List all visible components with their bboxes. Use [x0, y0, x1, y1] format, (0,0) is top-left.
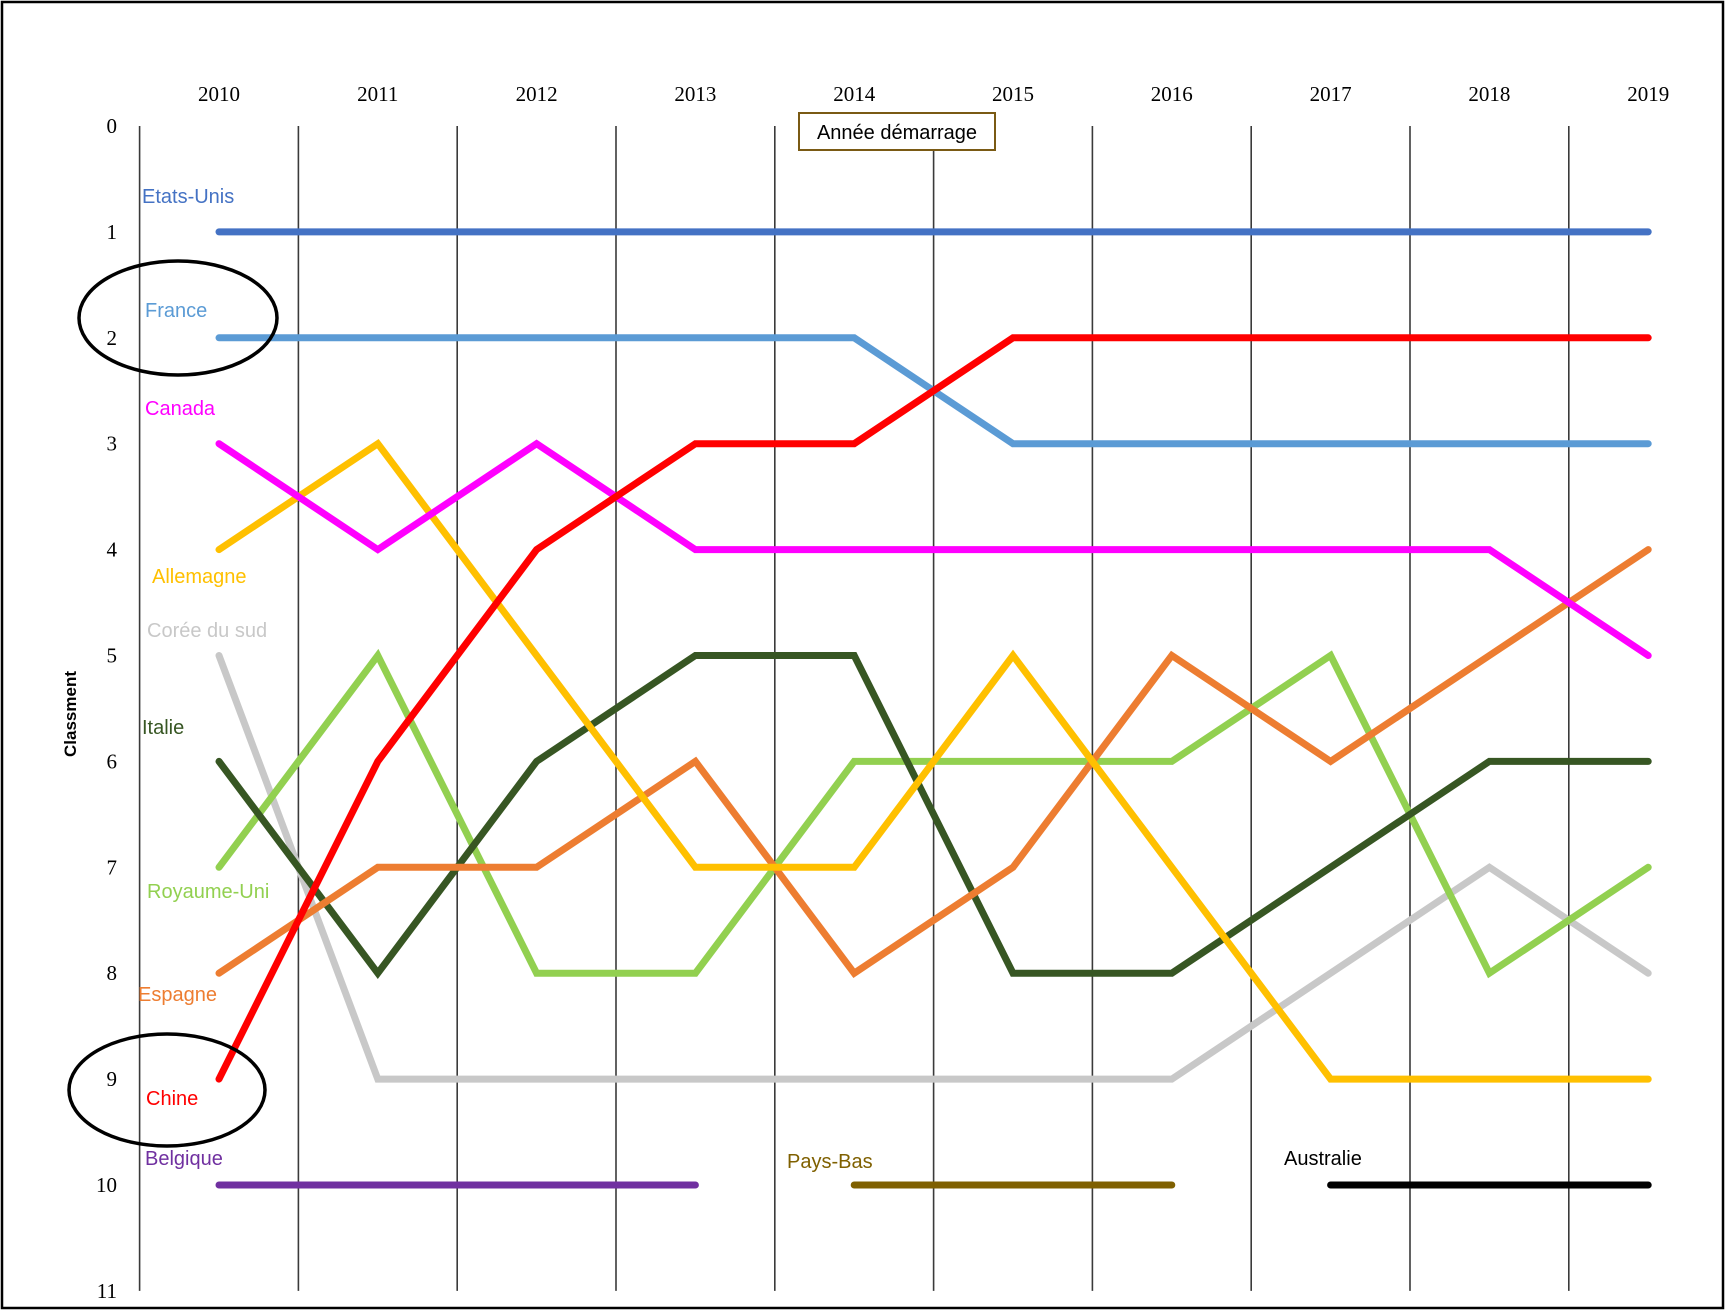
y-tick-label: 2 — [107, 326, 118, 350]
series-line-espagne — [215, 546, 1652, 978]
x-tick-label: 2012 — [516, 82, 558, 106]
x-tick-label: 2011 — [357, 82, 398, 106]
x-axis-ticks: 2010 2011 2012 2013 2014 2015 2016 2017 2018 2019 — [198, 82, 1669, 106]
series-line-allemagne — [215, 438, 1652, 1083]
series-label-allemagne: Allemagne — [152, 566, 247, 588]
annotation-text: Année démarrage — [817, 122, 977, 144]
y-tick-label: 11 — [97, 1279, 117, 1303]
highlight-ellipse-france — [77, 259, 279, 377]
y-tick-label: 4 — [107, 538, 118, 562]
series-labels: Etats-Unis France Canada Allemagne Corée du … — [138, 186, 1362, 1173]
series-line-chine — [215, 334, 1652, 1083]
series-label-chine: Chine — [146, 1088, 198, 1110]
series-label-australie: Australie — [1284, 1148, 1362, 1170]
series-label-italie: Italie — [142, 717, 184, 739]
x-tick-label: 2017 — [1310, 82, 1352, 106]
highlight-ellipses — [67, 259, 279, 1148]
x-tick-label: 2014 — [833, 82, 876, 106]
series-label-belgique: Belgique — [145, 1148, 223, 1170]
annotation-box: Année démarrage — [798, 112, 996, 151]
x-tick-label: 2018 — [1468, 82, 1510, 106]
series-label-canada: Canada — [145, 398, 216, 420]
y-tick-label: 0 — [107, 114, 118, 138]
x-tick-label: 2016 — [1151, 82, 1193, 106]
y-tick-label: 7 — [107, 855, 118, 879]
y-tick-label: 10 — [96, 1173, 117, 1197]
series-lines — [215, 228, 1652, 1189]
series-label-espagne: Espagne — [138, 984, 217, 1006]
highlight-ellipse-chine — [67, 1032, 267, 1148]
annotation-frame — [798, 112, 996, 151]
series-label-royaume-uni: Royaume-Uni — [147, 881, 269, 903]
y-tick-label: 1 — [107, 220, 118, 244]
y-tick-label: 9 — [107, 1067, 118, 1091]
y-tick-label: 3 — [107, 432, 118, 456]
y-tick-label: 6 — [107, 749, 118, 773]
series-label-france: France — [145, 300, 207, 322]
series-line-cor-e-du-sud — [215, 652, 1652, 1083]
y-tick-label: 5 — [107, 644, 118, 668]
y-axis-ticks: 0 1 2 3 4 5 6 7 8 9 10 11 — [96, 114, 118, 1303]
series-label-etats-unis: Etats-Unis — [142, 186, 234, 208]
series-label-pays-bas: Pays-Bas — [787, 1151, 873, 1173]
series-label-cor-e-du-sud: Corée du sud — [147, 620, 267, 642]
x-tick-label: 2010 — [198, 82, 240, 106]
x-tick-label: 2013 — [674, 82, 716, 106]
series-line-canada — [215, 439, 1652, 659]
y-axis-label: Classment — [61, 671, 80, 757]
x-tick-label: 2015 — [992, 82, 1034, 106]
x-tick-label: 2019 — [1627, 82, 1669, 106]
y-tick-label: 8 — [107, 961, 118, 985]
